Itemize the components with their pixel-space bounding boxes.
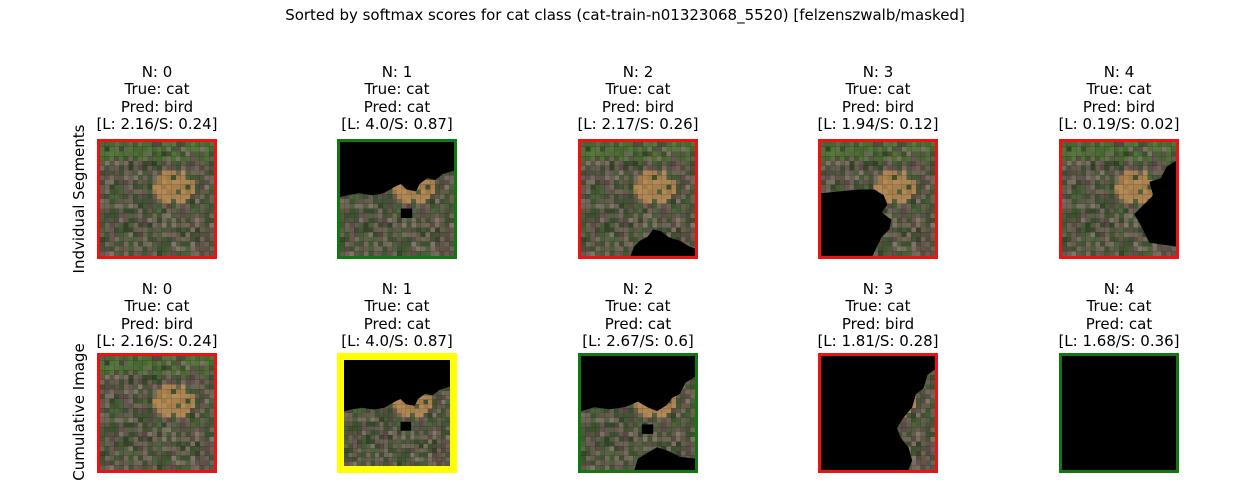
true-label: True: cat <box>1086 297 1152 316</box>
masked-photo <box>100 142 214 256</box>
segment-index: N: 1 <box>381 280 413 298</box>
cell-caption: N: 0 True: cat Pred: bird [L: 2.16/S: 0.24] <box>37 63 277 134</box>
cell-caption: N: 2 True: cat Pred: cat [L: 2.67/S: 0.6] <box>518 280 758 351</box>
predicted-label: Pred: bird <box>120 97 194 116</box>
masked-photo <box>340 142 454 256</box>
predicted-label: Pred: cat <box>604 314 672 333</box>
segment-index: N: 4 <box>1103 280 1135 298</box>
cell-caption: N: 4 True: cat Pred: cat [L: 1.68/S: 0.36] <box>999 280 1239 351</box>
segment-image <box>1059 139 1179 259</box>
score-readout: [L: 2.67/S: 0.6] <box>582 332 694 351</box>
grid-cell: N: 4 True: cat Pred: cat [L: 1.68/S: 0.36] <box>999 280 1239 351</box>
mask-overlay <box>581 356 695 470</box>
predicted-label: Pred: bird <box>120 314 194 333</box>
mask-overlay <box>821 356 935 470</box>
true-label: True: cat <box>605 80 671 99</box>
true-label: True: cat <box>124 297 190 316</box>
mask-overlay <box>1062 356 1176 470</box>
segment-index: N: 2 <box>622 63 654 81</box>
grid-cell: N: 2 True: cat Pred: cat [L: 2.67/S: 0.6] <box>518 280 758 351</box>
segment-index: N: 3 <box>862 280 894 298</box>
true-label: True: cat <box>1086 80 1152 99</box>
masked-photo <box>344 360 450 466</box>
true-label: True: cat <box>845 297 911 316</box>
segment-index: N: 4 <box>1103 63 1135 81</box>
grid-cell: N: 0 True: cat Pred: bird [L: 2.16/S: 0.24] <box>37 63 277 134</box>
grid-cell: N: 2 True: cat Pred: bird [L: 2.17/S: 0.26] <box>518 63 758 134</box>
cell-caption: N: 0 True: cat Pred: bird [L: 2.16/S: 0.24] <box>37 280 277 351</box>
predicted-label: Pred: cat <box>363 97 431 116</box>
grid-cell: N: 3 True: cat Pred: bird [L: 1.94/S: 0.12] <box>758 63 998 134</box>
segment-index: N: 0 <box>141 280 173 298</box>
predicted-label: Pred: bird <box>1082 97 1156 116</box>
masked-photo <box>1062 142 1176 256</box>
true-label: True: cat <box>605 297 671 316</box>
mask-overlay <box>630 229 695 256</box>
true-label: True: cat <box>124 80 190 99</box>
score-readout: [L: 1.68/S: 0.36] <box>1058 332 1180 351</box>
score-readout: [L: 4.0/S: 0.87] <box>341 332 453 351</box>
masked-photo <box>581 356 695 470</box>
masked-photo <box>1062 356 1176 470</box>
segment-image <box>578 139 698 259</box>
masked-photo <box>821 356 935 470</box>
grid-cell: N: 0 True: cat Pred: bird [L: 2.16/S: 0.24] <box>37 280 277 351</box>
score-readout: [L: 2.17/S: 0.26] <box>577 115 699 134</box>
segment-image <box>97 353 217 473</box>
mask-overlay <box>1134 161 1176 247</box>
cell-caption: N: 2 True: cat Pred: bird [L: 2.17/S: 0.26] <box>518 63 758 134</box>
segment-image <box>578 353 698 473</box>
mask-overlay <box>340 142 454 218</box>
segment-image <box>97 139 217 259</box>
score-readout: [L: 2.16/S: 0.24] <box>96 332 218 351</box>
masked-photo <box>581 142 695 256</box>
grid-cell: N: 1 True: cat Pred: cat [L: 4.0/S: 0.87] <box>277 63 517 134</box>
segment-index: N: 0 <box>141 63 173 81</box>
score-readout: [L: 2.16/S: 0.24] <box>96 115 218 134</box>
segment-image <box>818 353 938 473</box>
masked-photo <box>100 356 214 470</box>
segment-index: N: 2 <box>622 280 654 298</box>
segment-image <box>337 139 457 259</box>
figure-title: Sorted by softmax scores for cat class (… <box>285 6 965 24</box>
true-label: True: cat <box>364 80 430 99</box>
predicted-label: Pred: bird <box>841 97 915 116</box>
predicted-label: Pred: bird <box>841 314 915 333</box>
row-label-cumulative: Cumulative Image <box>70 343 88 481</box>
cell-caption: N: 1 True: cat Pred: cat [L: 4.0/S: 0.87] <box>277 63 517 134</box>
grid-cell: N: 1 True: cat Pred: cat [L: 4.0/S: 0.87] <box>277 280 517 351</box>
score-readout: [L: 1.81/S: 0.28] <box>817 332 939 351</box>
mask-overlay <box>821 189 892 256</box>
predicted-label: Pred: cat <box>1085 314 1153 333</box>
segment-image <box>1059 353 1179 473</box>
true-label: True: cat <box>845 80 911 99</box>
mask-overlay <box>344 360 450 431</box>
cell-caption: N: 3 True: cat Pred: bird [L: 1.94/S: 0.12] <box>758 63 998 134</box>
score-readout: [L: 1.94/S: 0.12] <box>817 115 939 134</box>
segment-index: N: 3 <box>862 63 894 81</box>
cell-caption: N: 1 True: cat Pred: cat [L: 4.0/S: 0.87] <box>277 280 517 351</box>
cell-caption: N: 4 True: cat Pred: bird [L: 0.19/S: 0.02] <box>999 63 1239 134</box>
segment-image <box>337 353 457 473</box>
grid-cell: N: 3 True: cat Pred: bird [L: 1.81/S: 0.28] <box>758 280 998 351</box>
segment-index: N: 1 <box>381 63 413 81</box>
segment-image <box>818 139 938 259</box>
row-label-individual: Indvidual Segments <box>70 124 88 274</box>
true-label: True: cat <box>364 297 430 316</box>
score-readout: [L: 4.0/S: 0.87] <box>341 115 453 134</box>
score-readout: [L: 0.19/S: 0.02] <box>1058 115 1180 134</box>
grid-cell: N: 4 True: cat Pred: bird [L: 0.19/S: 0.02] <box>999 63 1239 134</box>
predicted-label: Pred: cat <box>363 314 431 333</box>
cell-caption: N: 3 True: cat Pred: bird [L: 1.81/S: 0.28] <box>758 280 998 351</box>
predicted-label: Pred: bird <box>601 97 675 116</box>
masked-photo <box>821 142 935 256</box>
